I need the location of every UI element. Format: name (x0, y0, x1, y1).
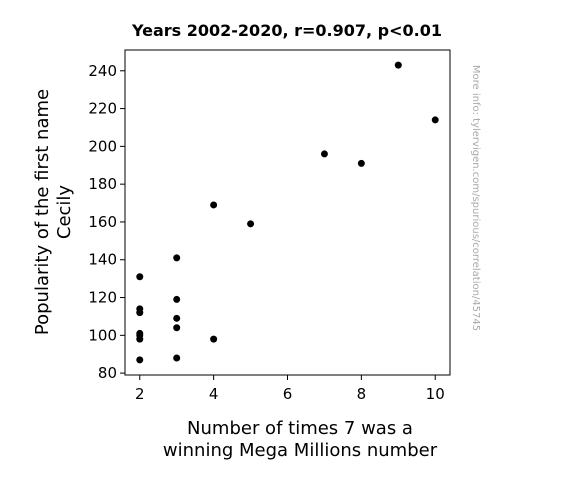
x-tick-label: 10 (426, 385, 445, 403)
x-tick-label: 4 (209, 385, 219, 403)
x-axis-label-line-1: Number of times 7 was a (187, 418, 413, 439)
watermark-text: More info: tylervigen.com/spurious/corre… (470, 65, 481, 331)
y-tick-label: 80 (98, 364, 117, 382)
data-point (210, 335, 218, 343)
plot-area: 2 4 6 8 10 80 100 120 140 160 180 200 220 240 (88, 49, 451, 403)
data-point (357, 159, 365, 167)
y-tick-label: 160 (88, 213, 117, 231)
data-point (320, 150, 328, 158)
data-point (247, 220, 255, 228)
data-point (136, 309, 144, 317)
data-point (136, 273, 144, 281)
y-tick-label: 200 (88, 137, 117, 155)
data-point (431, 116, 439, 124)
x-tick-label: 2 (135, 385, 145, 403)
x-tick-label: 8 (357, 385, 367, 403)
data-point (394, 61, 402, 69)
data-point (136, 335, 144, 343)
chart-title: Years 2002-2020, r=0.907, p<0.01 (131, 21, 442, 40)
data-point (173, 324, 181, 332)
data-point (173, 354, 181, 362)
y-tick-label: 120 (88, 289, 117, 307)
y-tick-label: 220 (88, 100, 117, 118)
x-axis-label-line-2: winning Mega Millions number (163, 440, 438, 461)
data-point (173, 254, 181, 262)
y-tick-label: 240 (88, 62, 117, 80)
x-tick-label: 6 (283, 385, 293, 403)
data-point (210, 201, 218, 209)
y-tick-label: 100 (88, 326, 117, 344)
y-tick-label: 140 (88, 251, 117, 269)
y-axis-label-line-1: Popularity of the first name (32, 89, 53, 335)
data-point (173, 295, 181, 303)
y-axis-label-line-2: Cecily (54, 185, 75, 240)
data-point (136, 356, 144, 364)
data-point (173, 314, 181, 322)
y-tick-label: 180 (88, 175, 117, 193)
